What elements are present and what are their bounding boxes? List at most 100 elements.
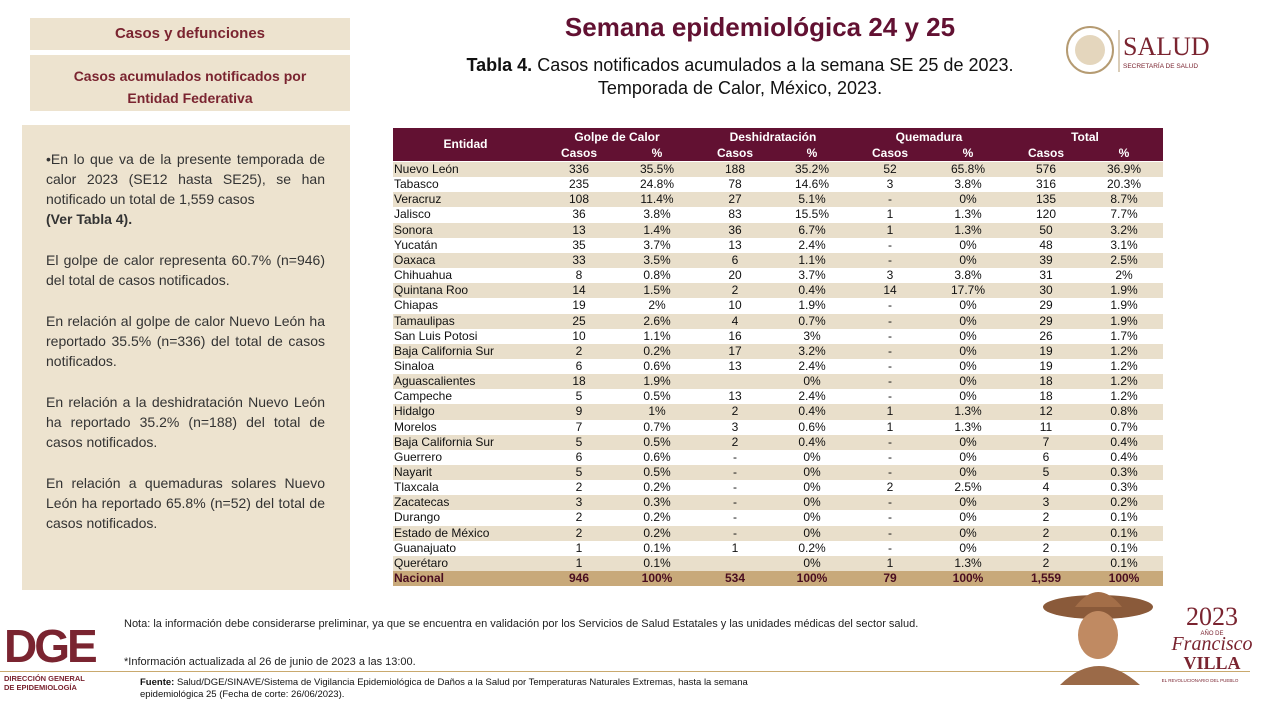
value-cell: 2.4% [798,358,826,373]
value-cell: 5.1% [798,192,826,207]
entity-cell: San Luis Potosi [394,328,478,343]
value-cell: 5 [575,465,583,479]
value-cell: 0% [803,525,821,540]
table-row [393,283,1163,299]
entity-cell: Guerrero [394,449,443,464]
value-cell: 1.2% [1110,343,1138,358]
header-cell: Casos [560,146,598,160]
value-cell: 29 [1039,313,1053,328]
header-cell: % [651,146,663,160]
value-cell: 0.4% [798,283,826,298]
value-cell: 0% [959,237,977,252]
value-cell: 2.5% [1110,252,1138,267]
value-cell: 100% [1108,571,1140,586]
value-cell: 0% [959,252,977,267]
table-row [393,480,1163,496]
year-name-2: VILLA [1183,653,1240,673]
value-cell: 0% [959,434,977,449]
value-cell: - [888,510,892,525]
entity-cell: Yucatán [394,237,438,252]
table-header [393,128,1163,161]
seal [1066,26,1114,74]
value-cell: 19 [1039,358,1053,373]
caption-label: Tabla 4. [466,55,533,75]
table-row [393,192,1163,208]
header-cell: % [1118,146,1130,160]
value-cell: - [888,389,892,404]
value-cell: 1 [731,540,739,555]
value-cell: 7 [1042,434,1050,449]
value-cell: 1.9% [1110,298,1138,313]
header-cell: % [962,146,974,160]
value-cell: 0.8% [1110,404,1138,419]
value-cell: 3.7% [798,268,826,283]
entity-cell: Nayarit [394,465,433,479]
value-cell: 8.7% [1110,192,1138,207]
value-cell: 31 [1039,268,1053,283]
value-cell: 18 [1039,389,1053,404]
paragraph: En relación al golpe de calor Nuevo León… [46,313,325,369]
table-row [393,374,1163,390]
value-cell: 78 [728,177,742,192]
source: Fuente: Salud/DGE/SINAVE/Sistema de Vigi… [140,677,780,701]
value-cell: - [888,465,892,479]
entity-cell: Tabasco [394,177,439,192]
value-cell: 3.5% [643,252,671,267]
value-cell: 0.7% [798,313,826,328]
value-cell: 2% [648,298,666,313]
value-cell: 1.9% [798,298,826,313]
value-cell: 83 [728,207,742,222]
value-cell: 50 [1039,222,1053,237]
value-cell: 108 [568,192,590,207]
value-cell: 0.5% [643,465,671,479]
logo-text: SALUD [1123,32,1210,61]
value-cell: 3 [575,495,583,510]
value-cell: 2 [731,283,739,298]
value-cell: 16 [728,328,742,343]
value-cell: 3 [1042,495,1050,510]
table-row [393,404,1163,420]
value-cell: 2 [731,404,739,419]
value-cell: 0.2% [798,540,826,555]
value-cell: 1.3% [954,555,982,570]
value-cell: 1.4% [643,222,671,237]
dge-name: DIRECCIÓN GENERAL DE EPIDEMIOLOGÍA [4,674,85,692]
value-cell: 0% [959,510,977,525]
summary-text: •En lo que va de la presente temporada d… [46,149,325,554]
value-cell: 36 [728,222,742,237]
value-cell: 3 [886,268,894,283]
entity-cell: Tlaxcala [394,480,439,495]
value-cell: 48 [1039,237,1053,252]
value-cell: 0.7% [1110,419,1138,434]
value-cell: 1 [886,555,894,570]
value-cell: 3.8% [643,207,671,222]
header-cell: Entidad [443,137,488,151]
value-cell: 0% [803,495,821,510]
year-motto: EL REVOLUCIONARIO DEL PUEBLO [1162,678,1239,683]
caption: Tabla 4. Casos notificados acumulados a … [380,54,1100,100]
value-cell: 0.2% [643,510,671,525]
paragraph: En relación a quemaduras solares Nuevo L… [46,475,325,531]
value-cell: 0.7% [643,419,671,434]
value-cell: 13 [572,222,586,237]
value-cell: 0.2% [643,480,671,495]
value-cell: 2 [1042,555,1050,570]
entity-cell: Estado de México [394,525,490,540]
value-cell: - [888,343,892,358]
table-row [393,465,1163,481]
value-cell: 100% [952,571,984,586]
footer-rule [0,671,1250,672]
entity-cell: Veracruz [394,192,442,207]
value-cell: 0.4% [1110,449,1138,464]
value-cell: 2.4% [798,389,826,404]
header-cell: Deshidratación [729,130,817,144]
table-row [393,555,1163,572]
value-cell: 2 [575,510,583,525]
entity-cell: Tamaulipas [394,313,455,328]
value-cell: 120 [1035,207,1057,222]
entity-cell: Quintana Roo [394,283,469,298]
value-cell: 4 [731,313,739,328]
value-cell: 3.2% [798,343,826,358]
value-cell: 2 [731,434,739,449]
value-cell: 65.8% [950,162,986,176]
